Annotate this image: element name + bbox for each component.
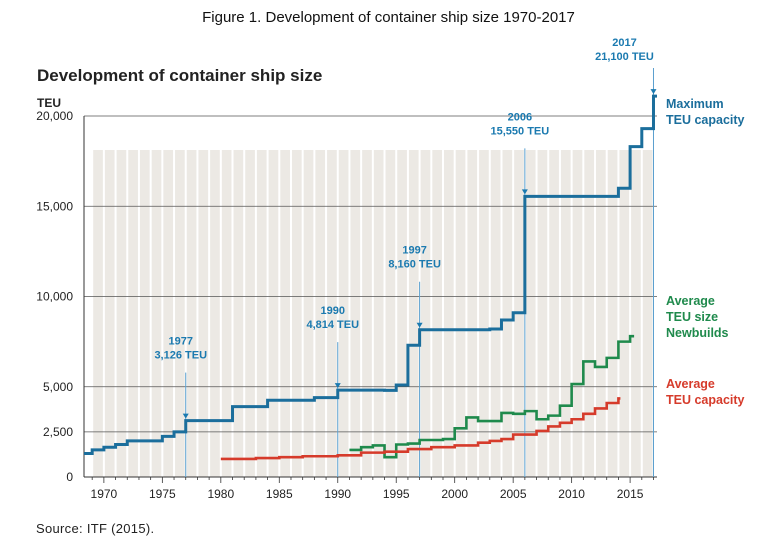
x-tick-label: 2005 xyxy=(500,487,527,501)
series-label-newbuild: Newbuilds xyxy=(666,326,729,340)
annotation-label: 2017 xyxy=(612,37,636,49)
series-label-newbuild: TEU size xyxy=(666,310,718,324)
series-label-avg: Average xyxy=(666,377,715,391)
year-panel xyxy=(490,150,501,477)
x-tick-label: 1975 xyxy=(149,487,176,501)
year-panel xyxy=(619,150,630,477)
year-panel xyxy=(362,150,372,477)
figure-caption: Figure 1. Development of container ship … xyxy=(202,9,575,26)
x-tick-label: 1995 xyxy=(383,487,410,501)
annotation-label: 2006 xyxy=(508,111,532,123)
annotation-label: 1997 xyxy=(402,245,426,257)
year-panel xyxy=(268,150,279,477)
year-panel xyxy=(245,150,255,477)
annotation-arrow xyxy=(521,189,528,195)
year-panel xyxy=(139,150,150,477)
year-panel xyxy=(233,150,244,477)
year-panel xyxy=(256,150,267,477)
chart-title: Development of container ship size xyxy=(37,66,323,85)
year-panel xyxy=(315,150,326,477)
year-panel xyxy=(642,150,653,477)
annotation-arrow xyxy=(334,383,341,389)
year-panel xyxy=(607,150,618,477)
x-tick-label: 1990 xyxy=(324,487,351,501)
year-panel xyxy=(502,150,513,477)
x-tick-label: 1970 xyxy=(91,487,118,501)
x-tick-label: 2015 xyxy=(617,487,644,501)
x-tick-label: 1985 xyxy=(266,487,293,501)
year-panel xyxy=(537,150,548,477)
year-panel xyxy=(479,150,489,477)
series-label-max: Maximum xyxy=(666,97,724,111)
series-labels: Maximum TEU capacity Average TEU size Newbui… xyxy=(666,97,745,407)
year-panel xyxy=(397,150,407,477)
year-panel xyxy=(350,150,361,477)
annotation-arrow xyxy=(182,413,189,419)
annotation-arrow xyxy=(650,89,657,95)
year-panel xyxy=(151,150,162,477)
annotation-label: 1990 xyxy=(321,305,345,317)
year-panel xyxy=(198,150,209,477)
year-panel xyxy=(221,150,232,477)
y-axis-label: TEU xyxy=(37,96,61,110)
x-tick-label: 2010 xyxy=(558,487,585,501)
year-panel xyxy=(280,150,290,477)
year-panel xyxy=(549,150,559,477)
year-panel xyxy=(338,150,349,477)
year-panel xyxy=(596,150,606,477)
year-panel xyxy=(116,150,127,477)
annotation-label: 21,100 TEU xyxy=(595,51,654,63)
y-tick-label: 0 xyxy=(66,470,73,484)
year-panel xyxy=(408,150,419,477)
year-panel xyxy=(163,150,174,477)
annotation-label: 1977 xyxy=(168,336,192,348)
year-panel xyxy=(385,150,396,477)
year-panel xyxy=(631,150,641,477)
year-panel xyxy=(444,150,454,477)
data-series xyxy=(83,94,658,461)
y-tick-label: 20,000 xyxy=(36,109,73,123)
x-tick-label: 2000 xyxy=(441,487,468,501)
annotation-label: 3,126 TEU xyxy=(154,350,207,362)
year-panel xyxy=(373,150,384,477)
year-panel xyxy=(93,150,103,477)
series-line-max xyxy=(84,94,657,456)
x-tick-label: 1980 xyxy=(207,487,234,501)
year-panel xyxy=(584,150,595,477)
y-tick-label: 2,500 xyxy=(43,425,73,439)
year-panel xyxy=(455,150,466,477)
year-panel xyxy=(432,150,443,477)
annotation-label: 4,814 TEU xyxy=(306,319,359,331)
source-note: Source: ITF (2015). xyxy=(36,521,155,536)
y-tick-label: 5,000 xyxy=(43,380,73,394)
series-label-max: TEU capacity xyxy=(666,113,745,127)
y-tick-label: 10,000 xyxy=(36,290,73,304)
series-line-avg xyxy=(220,397,621,461)
year-panel xyxy=(525,150,536,477)
annotation-label: 15,550 TEU xyxy=(491,125,550,137)
y-axis-ticks: 0 2,500 5,000 10,000 15,000 20,000 xyxy=(36,109,73,484)
annotation-arrow xyxy=(416,322,423,328)
year-panel xyxy=(186,150,197,477)
year-panel xyxy=(327,150,337,477)
year-panel xyxy=(291,150,302,477)
annotation-label: 8,160 TEU xyxy=(388,259,441,271)
year-panel xyxy=(210,150,220,477)
year-panel xyxy=(104,150,115,477)
year-panel xyxy=(303,150,314,477)
year-panel xyxy=(175,150,185,477)
x-axis-ticks: 1970 1975 1980 1985 1990 1995 2000 2005 2010 2015 xyxy=(91,477,654,501)
year-panel xyxy=(420,150,431,477)
year-panel xyxy=(560,150,571,477)
y-tick-label: 15,000 xyxy=(36,199,73,213)
year-panel xyxy=(128,150,138,477)
year-panel xyxy=(467,150,478,477)
series-label-avg: TEU capacity xyxy=(666,393,745,407)
plot-panels xyxy=(93,150,653,477)
series-label-newbuild: Average xyxy=(666,294,715,308)
year-panel xyxy=(572,150,583,477)
